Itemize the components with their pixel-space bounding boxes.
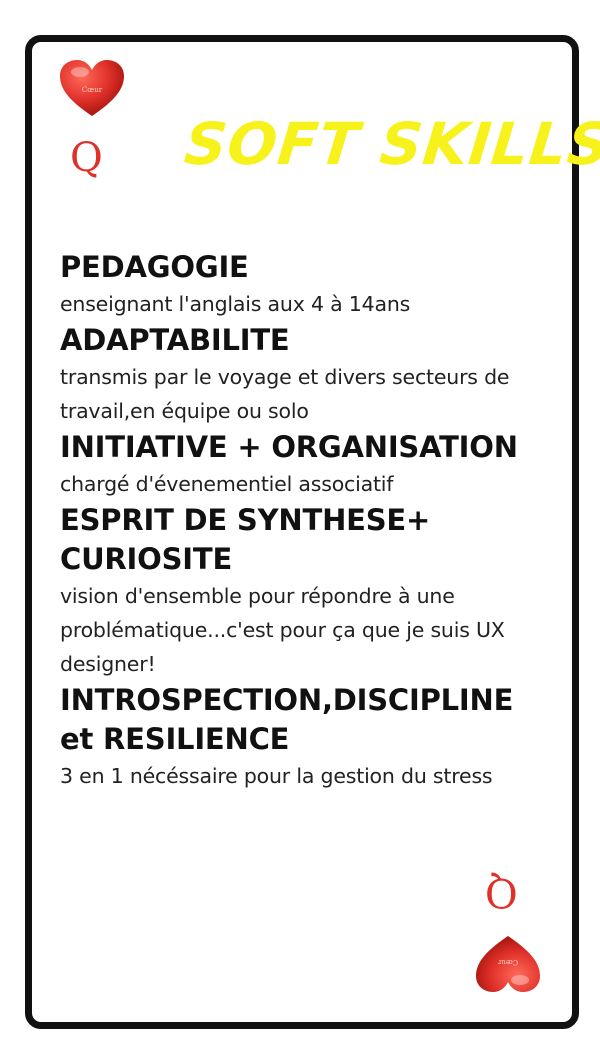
skill-description: transmis par le voyage et divers secteur… [60, 365, 510, 423]
skills-list: PEDAGOGIE enseignant l'anglais aux 4 à 1… [60, 248, 540, 793]
skill-description: vision d'ensemble pour répondre à une pr… [60, 584, 505, 676]
skill-title: ADAPTABILITE [60, 323, 290, 357]
skill-item: PEDAGOGIE enseignant l'anglais aux 4 à 1… [60, 248, 540, 321]
skill-item: INITIATIVE + ORGANISATION chargé d'évene… [60, 428, 540, 501]
card-title: SOFT SKILLS [181, 110, 600, 178]
rank-letter: Q [70, 135, 103, 181]
rank-letter: Q [485, 869, 518, 915]
skill-item: ESPRIT DE SYNTHESE+ CURIOSITE vision d'e… [60, 501, 540, 681]
skill-title: ESPRIT DE SYNTHESE+ CURIOSITE [60, 503, 431, 576]
skill-description: chargé d'évenementiel associatif [60, 472, 394, 496]
skill-description: enseignant l'anglais aux 4 à 14ans [60, 292, 411, 316]
heart-icon: Cœur [58, 58, 126, 122]
heart-icon: Cœur [474, 930, 542, 994]
skill-description: 3 en 1 nécéssaire pour la gestion du str… [60, 764, 493, 788]
skill-item: ADAPTABILITE transmis par le voyage et d… [60, 321, 540, 428]
skill-title: INITIATIVE + ORGANISATION [60, 430, 518, 464]
svg-text:Cœur: Cœur [497, 958, 518, 966]
skill-title: INTROSPECTION,DISCIPLINE et RESILIENCE [60, 683, 514, 756]
playing-card [25, 35, 579, 1029]
skill-title: PEDAGOGIE [60, 250, 249, 284]
svg-text:Cœur: Cœur [82, 86, 103, 94]
skill-item: INTROSPECTION,DISCIPLINE et RESILIENCE 3… [60, 681, 540, 793]
